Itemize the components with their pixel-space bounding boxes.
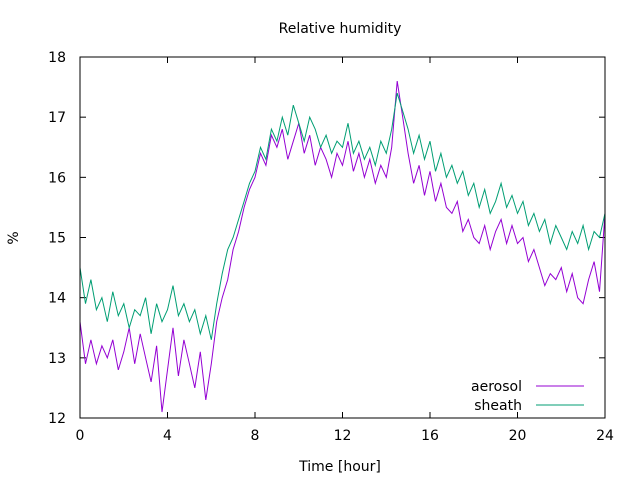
y-tick-label: 17 [48,110,66,126]
legend-label: sheath [474,398,522,414]
x-tick-label: 8 [251,428,260,444]
chart-title: Relative humidity [279,21,402,37]
legend: aerosol sheath [471,379,584,414]
x-tick-label: 24 [596,428,614,444]
x-tick-label: 20 [509,428,527,444]
y-tick-label: 15 [48,231,66,247]
y-tick-label: 13 [48,351,66,367]
x-axis-label: Time [hour] [298,459,381,475]
y-axis-label: % [6,231,22,244]
axis-ticks: 0 4 8 12 16 20 24 12 13 14 15 16 17 18 [48,50,614,444]
legend-label: aerosol [471,379,522,395]
y-tick-label: 14 [48,291,66,307]
series-layer [79,81,606,413]
x-tick-label: 0 [76,428,85,444]
x-tick-label: 4 [163,428,172,444]
y-tick-label: 16 [48,170,66,186]
y-tick-label: 12 [48,411,66,427]
series-line-aerosol [79,81,606,413]
plot-frame [79,56,606,419]
series-line-sheath [79,92,606,340]
x-tick-label: 12 [334,428,352,444]
x-tick-label: 16 [421,428,439,444]
y-tick-label: 18 [48,50,66,66]
